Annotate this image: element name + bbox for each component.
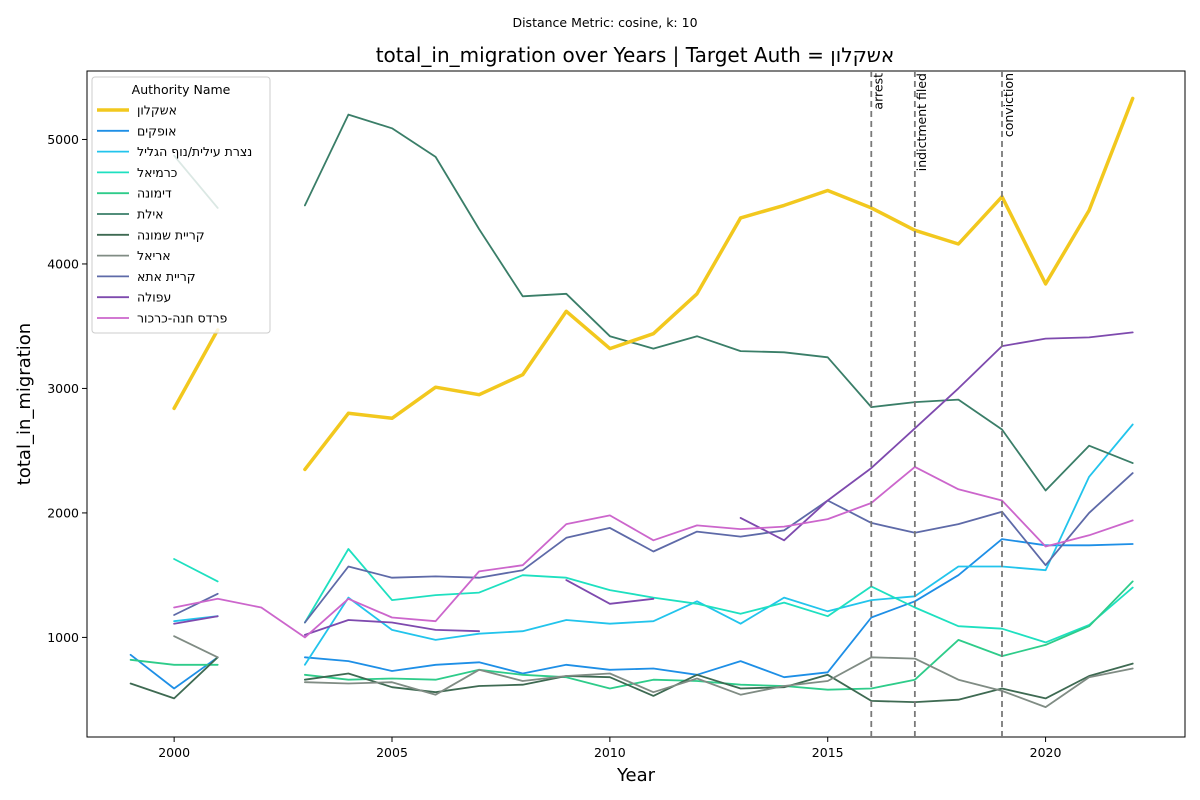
legend-box: [91, 76, 271, 334]
series-line-7: [173, 635, 1134, 708]
legend-label-9: עפולה: [137, 290, 171, 305]
legend-title: Authority Name: [132, 82, 231, 97]
legend: Authority Name אשקלון אופקים נצרת עילית/נו…: [91, 76, 271, 334]
event-label-1: indictment filed: [914, 73, 929, 171]
series-line-3: [173, 548, 1134, 644]
legend-label-5: אילת: [137, 207, 163, 222]
legend-label-1: אופקים: [137, 123, 177, 138]
x-tick-label: 2000: [158, 745, 190, 760]
x-tick-label: 2010: [594, 745, 626, 760]
legend-label-6: קריית שמונה: [137, 227, 205, 242]
y-tick-label: 5000: [47, 132, 79, 147]
x-tick-label: 2005: [376, 745, 408, 760]
legend-label-4: דימונה: [137, 186, 172, 201]
series-line-10: [173, 466, 1134, 639]
legend-label-10: פרדס חנה-כרכור: [137, 311, 228, 326]
y-tick-label: 2000: [47, 505, 79, 520]
y-tick-label: 1000: [47, 630, 79, 645]
chart-title: total_in_migration over Years | Target A…: [376, 43, 895, 67]
y-axis: 1000 2000 3000 4000 5000: [47, 132, 87, 645]
legend-label-8: קריית אתא: [137, 269, 196, 284]
y-tick-label: 4000: [47, 256, 79, 271]
legend-label-3: כרמיאל: [137, 165, 177, 180]
series-line-6: [129, 656, 1134, 703]
event-label-0: arrest: [870, 73, 885, 110]
series-layer: [129, 96, 1135, 708]
x-tick-label: 2020: [1030, 745, 1062, 760]
legend-label-2: נצרת עילית/נוף הגליל: [137, 144, 252, 159]
x-tick-label: 2015: [812, 745, 844, 760]
series-line-9: [173, 331, 1134, 636]
event-label-2: conviction: [1001, 73, 1016, 137]
x-axis-label: Year: [616, 765, 656, 786]
legend-label-0: אשקלון: [137, 103, 177, 118]
plot-area: [86, 70, 1186, 738]
y-axis-label: total_in_migration: [14, 323, 35, 485]
chart-suptitle: Distance Metric: cosine, k: 10: [512, 15, 697, 30]
series-line-5: [173, 113, 1134, 492]
event-markers: arrest indictment filed conviction: [870, 71, 1016, 737]
series-line-0: [172, 96, 1135, 472]
y-tick-label: 3000: [47, 381, 79, 396]
legend-label-7: אריאל: [137, 248, 171, 263]
series-line-8: [173, 472, 1134, 624]
series-line-4: [129, 580, 1134, 691]
x-axis: 2000 2005 2010 2015 2020: [158, 737, 1062, 760]
series-line-1: [129, 538, 1134, 690]
